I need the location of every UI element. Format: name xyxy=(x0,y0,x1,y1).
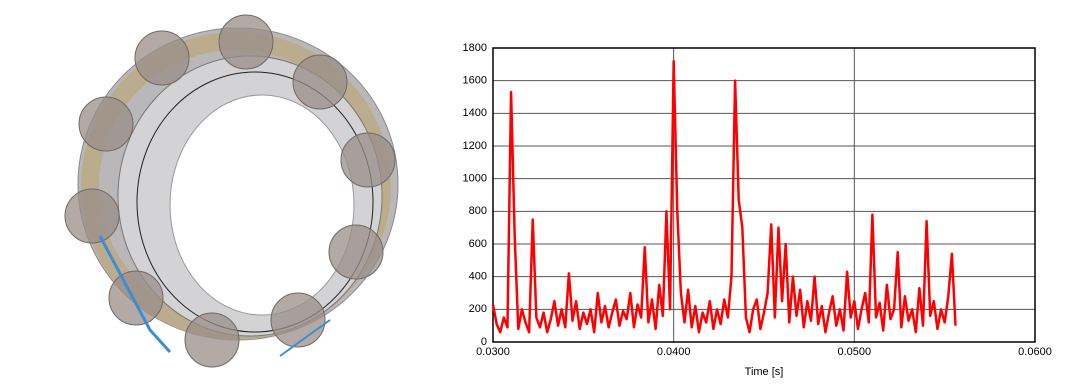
x-tick-label: 0.0400 xyxy=(657,346,691,358)
x-tick-label: 0.0600 xyxy=(1018,346,1052,358)
y-tick-label: 1200 xyxy=(463,140,487,152)
page: Time [s] 0200400600800100012001400160018… xyxy=(0,0,1066,380)
y-tick-label: 800 xyxy=(469,205,487,217)
y-tick-label: 1600 xyxy=(463,75,487,87)
y-tick-label: 200 xyxy=(469,303,487,315)
y-tick-label: 1800 xyxy=(463,42,487,54)
x-axis-title: Time [s] xyxy=(745,366,784,378)
chart: Time [s] 0200400600800100012001400160018… xyxy=(463,42,1052,378)
bearing-render xyxy=(0,0,440,380)
x-tick-label: 0.0300 xyxy=(476,346,510,358)
x-tick-label: 0.0500 xyxy=(838,346,872,358)
y-tick-label: 400 xyxy=(469,271,487,283)
y-tick-label: 600 xyxy=(469,238,487,250)
y-tick-label: 1400 xyxy=(463,107,487,119)
y-tick-label: 1000 xyxy=(463,173,487,185)
